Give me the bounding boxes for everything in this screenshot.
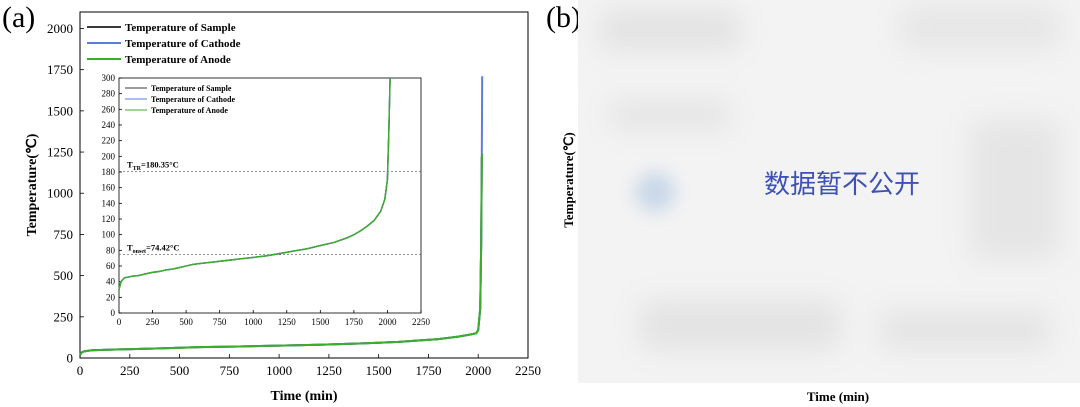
reference-label-value: =74.42°C — [146, 243, 180, 253]
inset-legend: Temperature of Sample Temperature of Cath… — [125, 84, 235, 115]
main-y-axis-title: Temperature(℃) — [25, 133, 40, 236]
main-legend-label-0: Temperature of Sample — [125, 22, 236, 34]
main-series-line-2 — [79, 153, 484, 356]
main-y-tick-label: 250 — [54, 309, 74, 324]
inset-y-tick-label: 300 — [102, 73, 116, 83]
blur-blob — [635, 172, 675, 212]
inset-x-tick-label: 1000 — [244, 317, 263, 327]
reference-label-symbol: T — [127, 160, 133, 170]
panel-b-x-axis-title: Time (min) — [807, 389, 869, 404]
main-y-tick-label: 1000 — [47, 186, 73, 201]
main-y-tick-label: 750 — [54, 227, 74, 242]
inset-ticks: 0 250 500 750 1000 1250 1500 1750 2000 2250 0 20 40 6… — [102, 73, 431, 327]
inset-x-tick-label: 1500 — [311, 317, 330, 327]
inset-y-tick-label: 280 — [102, 89, 116, 99]
main-legend-label-2: Temperature of Anode — [125, 54, 231, 66]
inset-x-tick-label: 2250 — [412, 317, 431, 327]
inset-x-tick-label: 250 — [146, 317, 160, 327]
inset-y-tick-label: 160 — [102, 183, 116, 193]
main-legend-label-1: Temperature of Cathode — [125, 38, 241, 50]
inset-legend-label-1: Temperature of Cathode — [151, 95, 235, 104]
inset-y-tick-label: 40 — [106, 277, 116, 287]
inset-x-tick-label: 0 — [117, 317, 122, 327]
main-x-tick-label: 2000 — [465, 363, 491, 378]
inset-y-tick-label: 60 — [106, 261, 116, 271]
inset-legend-label-2: Temperature of Anode — [151, 106, 228, 115]
main-plot-frame — [79, 11, 529, 359]
inset-y-tick-label: 120 — [102, 214, 116, 224]
reference-label-symbol: T — [127, 243, 133, 253]
inset-y-tick-label: 80 — [106, 245, 116, 255]
inset-x-tick-label: 500 — [179, 317, 193, 327]
main-x-tick-label: 0 — [77, 363, 84, 378]
reference-label-TR: TTR=180.35°C — [127, 160, 179, 173]
inset-x-tick-label: 1750 — [345, 317, 364, 327]
main-y-tick-label: 2000 — [47, 21, 73, 36]
main-chart: 0 250 500 750 1000 1250 1500 1750 2000 2250025050… — [25, 11, 541, 404]
main-x-tick-label: 1500 — [366, 363, 392, 378]
main-ticks: 0 250 500 750 1000 1250 1500 1750 2000 2250025050… — [47, 21, 541, 378]
main-lines — [79, 76, 484, 356]
main-y-tick-label: 1500 — [47, 103, 73, 118]
main-x-tick-label: 1250 — [316, 363, 342, 378]
panel-b-blurred-area — [578, 0, 1080, 383]
panel-a-label: (a) — [2, 1, 35, 34]
inset-y-tick-label: 140 — [102, 198, 116, 208]
main-y-tick-label: 1250 — [47, 145, 73, 160]
main-x-tick-label: 250 — [120, 363, 140, 378]
inset-y-tick-label: 180 — [102, 167, 116, 177]
main-x-tick-label: 1750 — [415, 363, 441, 378]
inset-y-tick-label: 260 — [102, 104, 116, 114]
reference-label-subscript: TR — [133, 166, 142, 172]
panel-b-label: (b) — [546, 1, 581, 34]
panel-b-y-axis-title: Temperature(℃) — [561, 132, 576, 227]
main-y-tick-label: 500 — [54, 268, 74, 283]
main-x-axis-title: Time (min) — [270, 389, 337, 404]
inset-y-tick-label: 100 — [102, 230, 116, 240]
main-y-tick-label: 1750 — [47, 62, 73, 77]
main-legend: Temperature of Sample Temperature of Cath… — [87, 22, 241, 66]
main-x-tick-label: 500 — [170, 363, 190, 378]
inset-y-tick-label: 220 — [102, 136, 116, 146]
main-x-tick-label: 2250 — [515, 363, 541, 378]
inset-y-tick-label: 0 — [111, 308, 116, 318]
main-x-tick-label: 1000 — [266, 363, 292, 378]
main-x-tick-label: 750 — [220, 363, 240, 378]
inset-x-tick-label: 2000 — [378, 317, 397, 327]
inset-lines — [118, 77, 391, 290]
reference-label-value: =180.35°C — [141, 160, 179, 170]
blur-shapes — [600, 5, 1060, 350]
data-not-public-notice: 数据暂不公开 — [764, 170, 920, 200]
inset-legend-label-0: Temperature of Sample — [151, 84, 232, 93]
inset-series-line-2 — [118, 77, 391, 290]
inset-x-tick-label: 750 — [213, 317, 227, 327]
reference-label-onset: Tonset=74.42°C — [127, 243, 180, 256]
inset-y-tick-label: 200 — [102, 151, 116, 161]
inset-plot-frame — [118, 77, 422, 314]
inset-y-tick-label: 20 — [106, 292, 116, 302]
main-y-tick-label: 0 — [67, 351, 74, 366]
inset-y-tick-label: 240 — [102, 120, 116, 130]
inset-x-tick-label: 1250 — [278, 317, 297, 327]
reference-label-subscript: onset — [133, 249, 146, 255]
